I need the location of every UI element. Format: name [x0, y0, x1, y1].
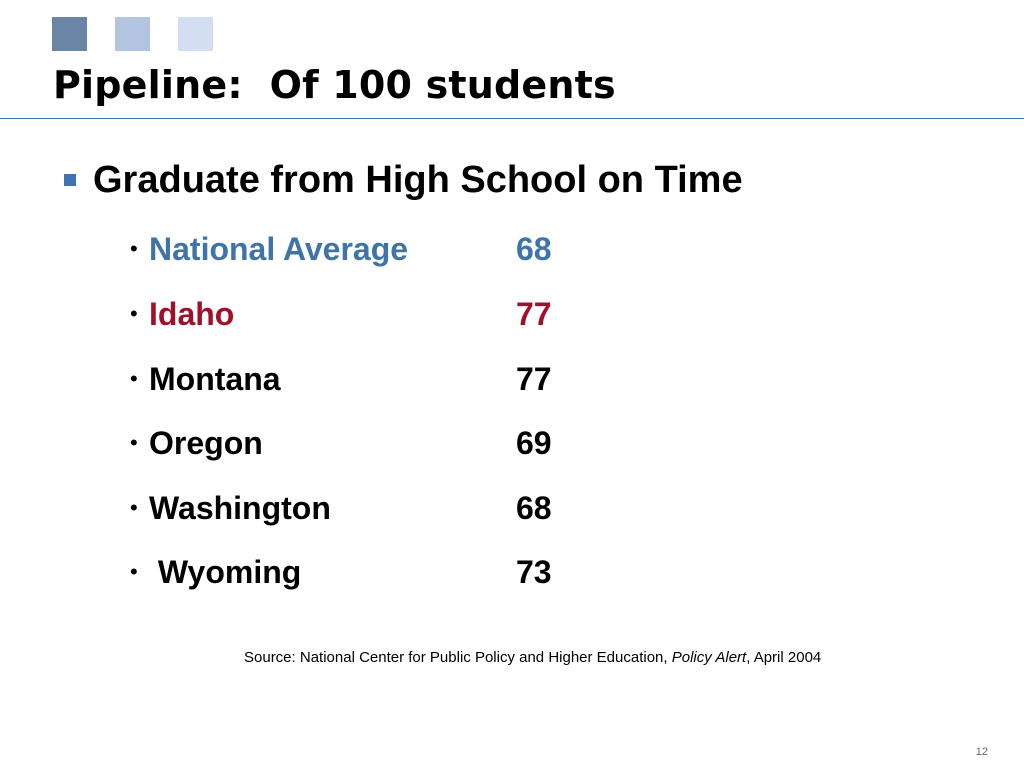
bullet-dot-icon: • [130, 236, 138, 261]
source-suffix: , April 2004 [746, 649, 822, 666]
bullet-dot-icon: • [130, 559, 138, 584]
source-citation: Source: National Center for Public Polic… [244, 649, 821, 666]
bullet-dot-icon: • [130, 366, 138, 391]
state-value: 77 [516, 296, 552, 332]
list-item-montana: • Montana 77 [130, 361, 590, 401]
source-prefix: Source: National Center for Public Polic… [244, 649, 672, 666]
list-item-national-average: • National Average 68 [130, 231, 590, 271]
state-value: 77 [516, 361, 552, 397]
list-item-wyoming: • Wyoming 73 [130, 554, 590, 594]
list-item-washington: • Washington 68 [130, 490, 590, 530]
bullet-dot-icon: • [130, 301, 138, 326]
state-name: Montana [149, 361, 281, 397]
state-value: 73 [516, 554, 552, 590]
decorative-square-3 [178, 17, 213, 51]
state-name: National Average [149, 231, 409, 267]
bullet-dot-icon: • [130, 495, 138, 520]
page-number: 12 [975, 746, 988, 758]
slide-title: Pipeline: Of 100 students [53, 63, 616, 107]
square-bullet-icon [64, 174, 76, 186]
state-name: Oregon [149, 425, 263, 461]
state-value: 69 [516, 425, 552, 461]
state-name: Washington [149, 490, 331, 526]
source-publication: Policy Alert [671, 649, 747, 666]
state-name: Idaho [149, 296, 235, 332]
state-name: Wyoming [149, 554, 302, 590]
main-bullet-text: Graduate from High School on Time [93, 159, 743, 201]
state-value: 68 [516, 231, 552, 267]
state-value: 68 [516, 490, 552, 526]
list-item-oregon: • Oregon 69 [130, 425, 590, 465]
decorative-square-2 [115, 17, 150, 51]
title-divider [0, 118, 1024, 119]
list-item-idaho: • Idaho 77 [130, 296, 590, 336]
bullet-dot-icon: • [130, 430, 138, 455]
decorative-square-1 [52, 17, 87, 51]
